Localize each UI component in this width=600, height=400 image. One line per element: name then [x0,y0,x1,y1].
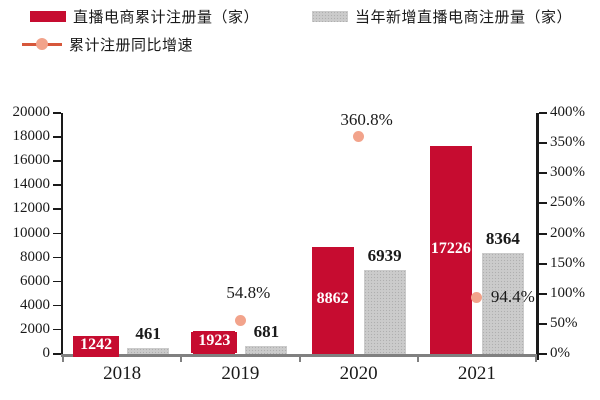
x-axis-tick [535,354,537,362]
y-axis-right-tick [538,112,547,114]
y-axis-right-tick-label: 350% [550,134,585,151]
growth-dot [471,291,483,303]
y-axis-left-tick-label: 0 [42,345,51,361]
bar-cumulative [429,146,472,354]
y-axis-right-line [536,113,539,360]
bar-new [363,270,406,354]
legend-line-marker [22,38,62,50]
y-axis-left-tick [53,208,61,210]
growth-value-label: 94.4% [490,287,535,307]
x-axis-category-label: 2019 [221,363,260,384]
legend-swatch-red [30,10,66,22]
x-axis-tick [62,354,64,362]
legend-label-growth: 累计注册同比增速 [69,37,194,54]
y-axis-left-tick-label: 18000 [12,128,51,145]
y-axis-left-tick-label: 16000 [12,152,51,169]
growth-dot [353,131,365,143]
y-axis-left-tick [53,280,61,283]
y-axis-right-tick-label: 400% [550,104,585,120]
y-axis-right-tick [538,172,547,175]
y-axis-left-tick-label: 12000 [12,200,51,217]
bar-new [127,348,170,354]
y-axis-right-tick-label: 150% [550,254,585,271]
y-axis-left-line [61,113,63,354]
bar-cumulative-label-backing [73,336,120,358]
y-axis-left-tick-label: 20000 [12,104,51,120]
y-axis-right-tick-label: 50% [550,314,578,331]
bar-cumulative-value-label: 1923 [198,331,231,349]
y-axis-left-tick [53,328,61,331]
y-axis-right-tick-label: 100% [550,284,585,301]
legend-item-cumulative: 直播电商累计注册量（家） [30,8,260,26]
y-axis-left-tick [53,232,61,235]
y-axis-left-tick [53,304,61,307]
y-axis-right-tick [538,353,547,355]
y-axis-right-tick [538,292,547,295]
y-axis-left-tick [53,112,61,114]
y-axis-right-tick [538,262,547,265]
x-axis-category-label: 2020 [339,363,378,384]
legend-swatch-gray [312,10,348,22]
bar-cumulative [311,247,354,354]
y-axis-right-tick [538,202,547,205]
x-axis-category-label: 2021 [457,363,496,384]
legend-item-growth: 累计注册同比增速 [22,36,194,54]
growth-value-label: 360.8% [340,109,393,129]
y-axis-right-tick-label: 250% [550,194,585,211]
y-axis-left-tick-label: 4000 [20,296,50,313]
y-axis-left-tick-label: 14000 [12,176,51,193]
bar-new [481,253,524,354]
x-axis-category-label: 2018 [103,363,142,384]
bar-cumulative-value-label: 8862 [316,290,349,308]
x-axis-tick [298,354,301,362]
legend-label-cumulative: 直播电商累计注册量（家） [73,9,260,26]
legend-dot-icon [36,38,48,50]
y-axis-right-tick [538,322,547,325]
y-axis-left-tick [53,184,61,186]
legend-label-new: 当年新增直播电商注册量（家） [355,9,573,26]
y-axis-right-tick-label: 300% [550,164,585,181]
bar-new-value-label: 8364 [485,229,520,249]
bar-new-value-label: 461 [135,324,161,344]
y-axis-left-tick-label: 10000 [12,224,51,241]
y-axis-left-tick [53,136,61,138]
y-axis-left-tick-label: 8000 [20,248,50,265]
bar-cumulative-value-label: 17226 [430,239,471,257]
bar-new [245,345,288,354]
y-axis-right-tick-label: 0% [550,345,570,361]
y-axis-left-tick [53,256,61,259]
y-axis-left-tick [53,353,61,355]
bar-new-value-label: 681 [253,321,280,341]
x-axis-tick [180,354,183,362]
y-axis-right-tick-label: 200% [550,224,585,241]
bar-new-value-label: 6939 [367,246,402,266]
growth-value-label: 54.8% [226,282,271,302]
legend-item-new: 当年新增直播电商注册量（家） [312,8,573,26]
growth-dot [234,315,246,327]
y-axis-right-tick [538,142,547,145]
x-axis-tick [416,354,419,362]
bar-cumulative-value-label: 1242 [80,336,113,354]
y-axis-right-tick [538,232,547,235]
y-axis-left-tick-label: 6000 [20,272,50,289]
bar-cumulative-label-backing [191,331,238,353]
y-axis-left-tick-label: 2000 [20,320,50,337]
y-axis-left-tick [53,160,61,162]
